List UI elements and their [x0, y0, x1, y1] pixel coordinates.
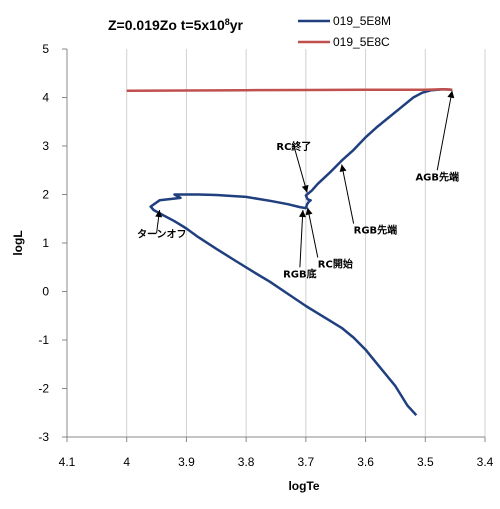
legend-label-019_5E8M: 019_5E8M: [333, 14, 391, 28]
annotation-label: AGB先端: [415, 170, 459, 183]
annotation-arrowhead: [299, 210, 306, 218]
annotation-label: RGB底: [283, 267, 317, 280]
annotations: ターンオフRC終了RGB底RC開始RGB先端AGB先端: [137, 90, 459, 280]
y-axis-title: logL: [11, 230, 25, 255]
annotation-arrow: [307, 207, 319, 258]
annotation-arrowhead: [155, 210, 163, 218]
y-tick-label: 2: [42, 188, 49, 202]
axes: 4.1 4 3.9 3.8 3.7 3.6 3.5 3.4 5 4 3 2 1 0 -1 -2 -3: [38, 42, 493, 469]
y-tick-label: -2: [38, 382, 49, 396]
annotation-label: ターンオフ: [137, 228, 187, 240]
annotation-arrow: [299, 209, 304, 268]
y-tick-label: 3: [42, 139, 49, 153]
x-tick-label: 4.1: [59, 455, 76, 469]
y-tick-label: -3: [38, 430, 49, 444]
y-tick-label: 0: [42, 285, 49, 299]
annotation-arrowhead: [447, 90, 455, 99]
x-tick-label: 3.5: [417, 455, 434, 469]
x-tick-label: 3.4: [477, 455, 494, 469]
grid: [66, 49, 486, 437]
series-line-019_5E8C: [126, 88, 453, 92]
series: [126, 88, 453, 417]
chart-title: Z=0.019Zo t=5x108yr: [108, 17, 244, 33]
annotation-arrow: [341, 164, 355, 224]
x-axis-title: logTe: [288, 479, 319, 493]
x-tick-label: 3.6: [357, 455, 374, 469]
annotation-arrow: [293, 145, 308, 193]
y-tick-label: 1: [42, 236, 49, 250]
annotation-arrowhead: [301, 184, 309, 193]
annotation-arrowhead: [305, 207, 313, 216]
x-tick-label: 3.9: [178, 455, 195, 469]
y-tick-label: -1: [38, 333, 49, 347]
x-tick-label: 4: [123, 455, 130, 469]
legend-label-019_5E8C: 019_5E8C: [333, 35, 390, 49]
x-tick-label: 3.7: [298, 455, 315, 469]
annotation-arrowhead: [339, 164, 347, 172]
annotation-label: RC開始: [318, 258, 353, 271]
series-line-019_5E8M: [149, 88, 453, 417]
legend: 019_5E8M 019_5E8C: [298, 14, 391, 49]
annotation-arrow: [436, 90, 453, 171]
annotation-label: RGB先端: [354, 224, 398, 237]
x-tick-label: 3.8: [238, 455, 255, 469]
y-tick-label: 4: [42, 91, 49, 105]
y-tick-label: 5: [42, 42, 49, 56]
